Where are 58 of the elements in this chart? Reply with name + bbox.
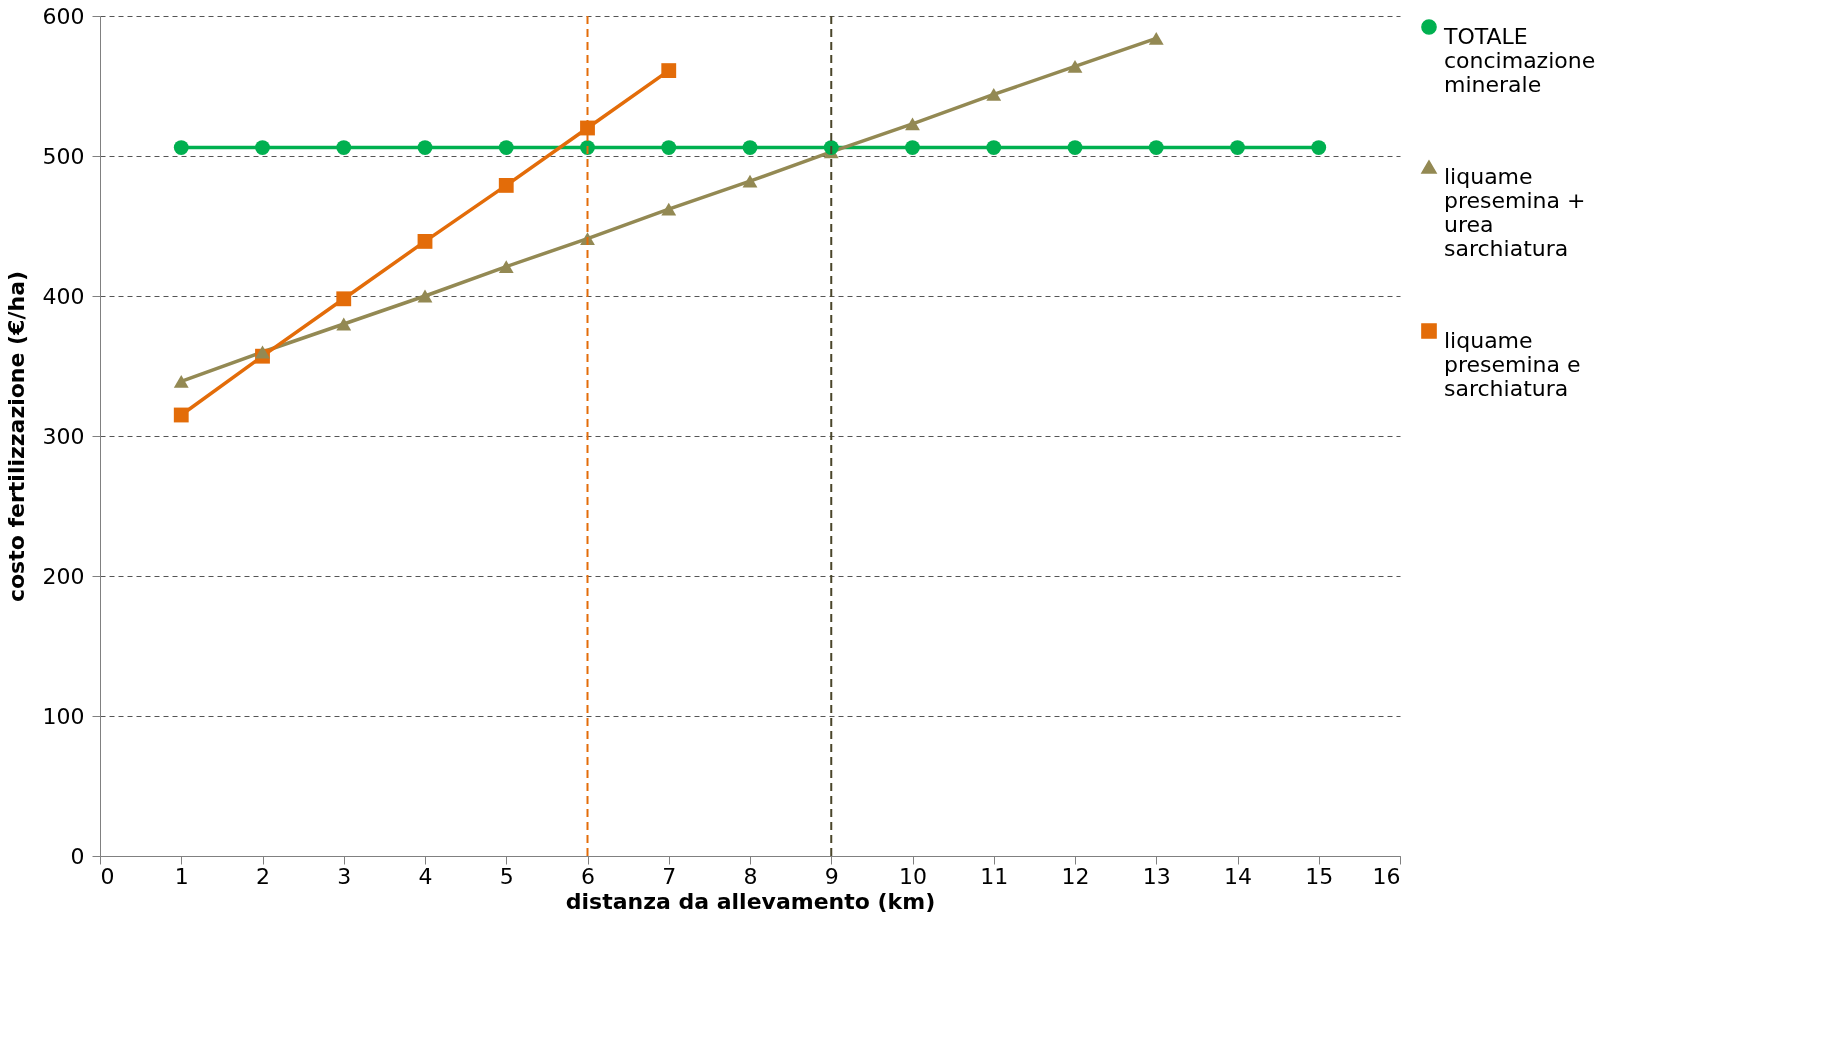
point xyxy=(905,140,920,155)
legend-label: liquame presemina + urea sarchiatura xyxy=(1444,164,1586,261)
point xyxy=(417,233,433,249)
x-tick-label: 14 xyxy=(1224,863,1252,889)
point xyxy=(742,174,758,188)
point xyxy=(498,177,514,193)
x-tick-label: 5 xyxy=(499,863,514,889)
point xyxy=(1148,140,1164,155)
x-tick-label: 6 xyxy=(581,863,595,889)
point xyxy=(173,140,189,155)
legend-label: TOTALE concimazione minerale xyxy=(1443,24,1596,97)
point xyxy=(336,140,352,155)
y-tick-label: 500 xyxy=(42,143,85,169)
x-tick-label: 4 xyxy=(418,863,433,889)
point xyxy=(498,140,514,155)
point xyxy=(336,291,352,307)
point xyxy=(661,63,677,79)
x-tick-label: 8 xyxy=(743,863,758,889)
y-tick-label: 200 xyxy=(42,563,85,589)
x-tick-label: 2 xyxy=(256,863,270,889)
x-tick-label: 7 xyxy=(662,863,677,889)
y-tick-label: 400 xyxy=(42,283,85,309)
point xyxy=(986,87,1002,101)
legend-label: liquame presemina e sarchiatura xyxy=(1444,328,1581,401)
point xyxy=(661,202,677,216)
x-tick-label: 12 xyxy=(1061,863,1090,889)
y-tick-label: 100 xyxy=(42,703,85,729)
point xyxy=(905,117,920,131)
x-tick-label: 10 xyxy=(899,863,927,889)
x-tick-label: 11 xyxy=(980,863,1009,889)
point xyxy=(1067,140,1083,155)
x-axis-title: distanza da allevamento (km) xyxy=(565,888,936,914)
x-tick-label: 9 xyxy=(824,863,839,889)
y-axis-title: costo fertilizzazione (€/ha) xyxy=(3,270,29,603)
point xyxy=(1067,59,1083,73)
y-tick-label: 0 xyxy=(70,843,85,869)
point xyxy=(498,260,514,274)
point xyxy=(1148,31,1164,45)
point xyxy=(336,317,352,331)
point xyxy=(417,289,433,303)
x-tick-label: 3 xyxy=(337,863,352,889)
point xyxy=(173,407,189,423)
x-tick-label: 16 xyxy=(1372,863,1401,889)
y-tick-label: 600 xyxy=(42,3,85,29)
point xyxy=(255,345,270,359)
x-tick-label: 13 xyxy=(1142,863,1171,889)
x-tick-label: 15 xyxy=(1305,863,1334,889)
point xyxy=(742,140,758,155)
point xyxy=(255,140,270,155)
point xyxy=(986,140,1002,155)
point xyxy=(661,140,677,155)
point xyxy=(417,140,433,155)
point xyxy=(173,374,189,388)
y-tick-label: 300 xyxy=(42,423,85,449)
x-tick-label: 1 xyxy=(174,863,189,889)
point xyxy=(1311,140,1327,155)
point xyxy=(1230,140,1245,155)
x-tick-label: 0 xyxy=(100,863,115,889)
